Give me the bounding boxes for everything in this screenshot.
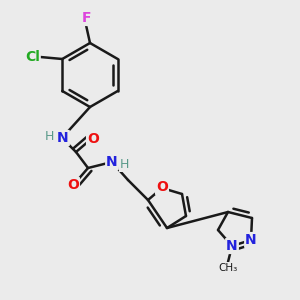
Text: O: O <box>156 180 168 194</box>
Text: F: F <box>81 11 91 25</box>
Text: O: O <box>87 132 99 146</box>
Text: CH₃: CH₃ <box>218 263 238 273</box>
Text: H: H <box>119 158 129 172</box>
Text: N: N <box>106 155 118 169</box>
Text: N: N <box>57 131 69 145</box>
Text: N: N <box>245 233 257 247</box>
Text: N: N <box>226 239 238 253</box>
Text: H: H <box>44 130 54 142</box>
Text: O: O <box>67 178 79 192</box>
Text: Cl: Cl <box>25 50 40 64</box>
